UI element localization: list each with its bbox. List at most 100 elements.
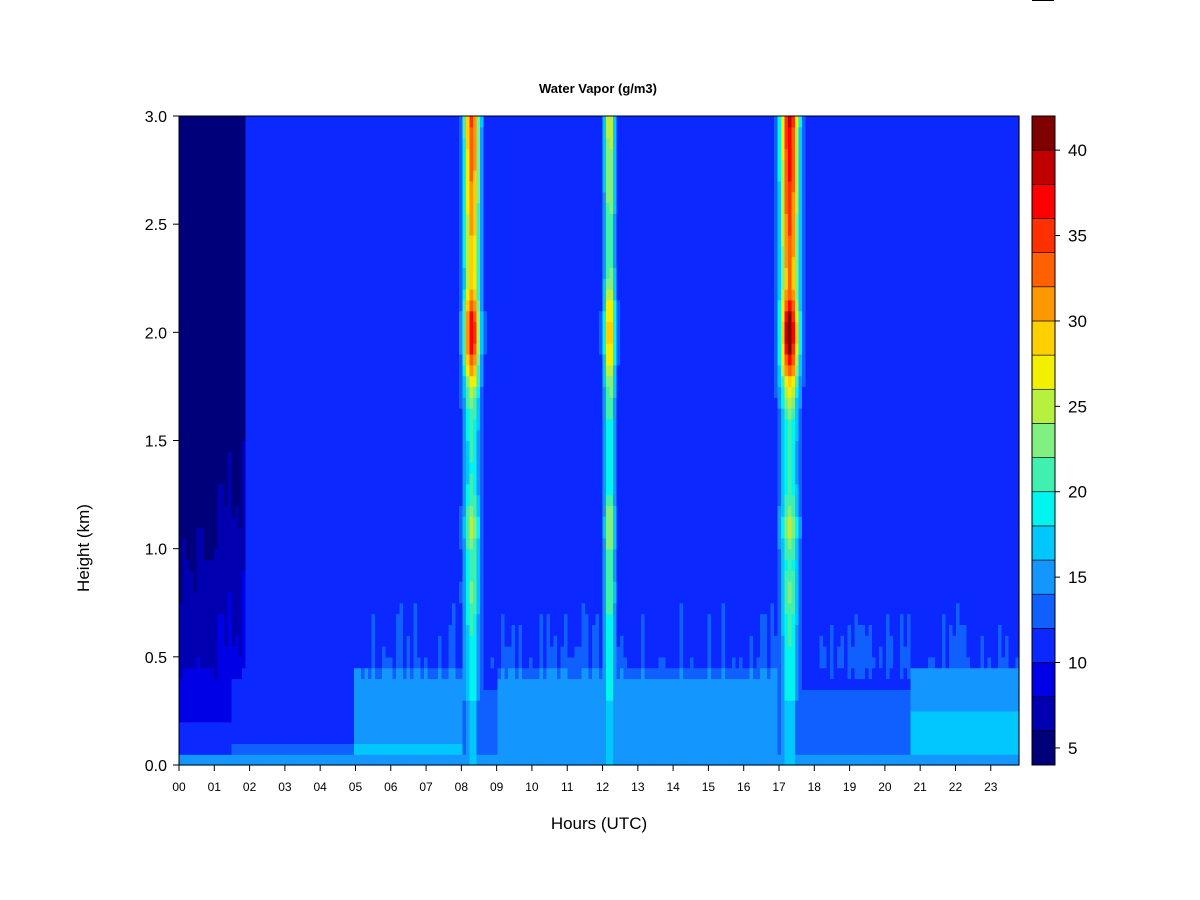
heatmap-cell bbox=[263, 743, 268, 755]
heatmap-cell bbox=[410, 743, 415, 755]
heatmap-cell bbox=[357, 602, 362, 615]
heatmap-cell bbox=[179, 494, 184, 506]
heatmap-cell bbox=[270, 624, 275, 636]
heatmap-cell bbox=[413, 689, 418, 701]
heatmap-cell bbox=[371, 126, 376, 139]
heatmap-cell bbox=[242, 245, 247, 258]
heatmap-cell bbox=[256, 202, 261, 214]
heatmap-cell bbox=[228, 224, 233, 236]
heatmap-cell bbox=[298, 732, 303, 744]
heatmap-cell bbox=[431, 429, 436, 442]
heatmap-cell bbox=[273, 710, 278, 723]
heatmap-cell bbox=[200, 191, 205, 204]
heatmap-cell bbox=[392, 234, 397, 247]
heatmap-cell bbox=[378, 624, 383, 636]
heatmap-cell bbox=[340, 278, 345, 290]
heatmap-cell bbox=[406, 689, 411, 701]
heatmap-cell bbox=[455, 721, 460, 734]
heatmap-cell bbox=[186, 440, 191, 452]
heatmap-cell bbox=[305, 299, 310, 312]
heatmap-cell bbox=[259, 224, 264, 236]
heatmap-cell bbox=[427, 570, 432, 582]
heatmap-cell bbox=[214, 170, 219, 182]
heatmap-cell bbox=[312, 472, 317, 485]
heatmap-cell bbox=[249, 170, 254, 182]
heatmap-cell bbox=[329, 624, 334, 636]
heatmap-cell bbox=[329, 700, 334, 712]
heatmap-cell bbox=[354, 267, 359, 279]
heatmap-cell bbox=[441, 656, 446, 669]
heatmap-cell bbox=[406, 732, 411, 744]
heatmap-cell bbox=[308, 710, 313, 723]
heatmap-cell bbox=[287, 710, 292, 723]
heatmap-cell bbox=[238, 635, 243, 647]
heatmap-cell bbox=[207, 332, 212, 344]
heatmap-cell bbox=[448, 559, 453, 571]
heatmap-cell bbox=[322, 310, 327, 323]
heatmap-cell bbox=[210, 537, 215, 550]
heatmap-cell bbox=[259, 386, 264, 398]
heatmap-cell bbox=[368, 245, 373, 258]
heatmap-cell bbox=[434, 126, 439, 139]
heatmap-cell bbox=[270, 375, 275, 388]
heatmap-cell bbox=[193, 159, 198, 171]
heatmap-cell bbox=[350, 213, 355, 225]
heatmap-cell bbox=[462, 386, 467, 398]
heatmap-cell bbox=[207, 180, 212, 193]
heatmap-cell bbox=[357, 581, 362, 593]
heatmap-cell bbox=[305, 353, 310, 366]
heatmap-cell bbox=[347, 570, 352, 582]
heatmap-cell bbox=[455, 159, 460, 171]
heatmap-cell bbox=[186, 570, 191, 582]
heatmap-cell bbox=[245, 559, 250, 571]
heatmap-cell bbox=[448, 278, 453, 290]
heatmap-cell bbox=[333, 278, 338, 290]
heatmap-cell bbox=[270, 700, 275, 712]
heatmap-cell bbox=[210, 710, 215, 723]
heatmap-cell bbox=[375, 159, 380, 171]
heatmap-cell bbox=[333, 732, 338, 744]
heatmap-cell bbox=[336, 321, 341, 333]
heatmap-cell bbox=[245, 397, 250, 409]
heatmap-cell bbox=[375, 559, 380, 571]
heatmap-cell bbox=[431, 180, 436, 193]
heatmap-cell bbox=[214, 278, 219, 290]
heatmap-cell bbox=[343, 440, 348, 452]
heatmap-cell bbox=[210, 202, 215, 214]
heatmap-cell bbox=[298, 332, 303, 344]
heatmap-cell bbox=[263, 613, 268, 625]
heatmap-cell bbox=[319, 689, 324, 701]
heatmap-cell bbox=[357, 191, 362, 204]
heatmap-cell bbox=[336, 581, 341, 593]
heatmap-cell bbox=[186, 548, 191, 561]
heatmap-cell bbox=[252, 754, 257, 766]
heatmap-cell bbox=[340, 202, 345, 214]
heatmap-cell bbox=[322, 353, 327, 366]
heatmap-cell bbox=[455, 170, 460, 182]
heatmap-cell bbox=[424, 191, 429, 204]
heatmap-cell bbox=[319, 646, 324, 658]
heatmap-cell bbox=[186, 299, 191, 312]
heatmap-cell bbox=[214, 408, 219, 420]
heatmap-cell bbox=[280, 440, 285, 452]
heatmap-cell bbox=[270, 159, 275, 171]
heatmap-cell bbox=[291, 732, 296, 744]
heatmap-cell bbox=[396, 646, 401, 658]
heatmap-cell bbox=[312, 646, 317, 658]
heatmap-cell bbox=[182, 710, 187, 723]
heatmap-cell bbox=[301, 429, 306, 442]
heatmap-cell bbox=[235, 635, 240, 647]
heatmap-cell bbox=[336, 667, 341, 680]
heatmap-cell bbox=[424, 494, 429, 506]
heatmap-cell bbox=[242, 602, 247, 615]
heatmap-cell bbox=[273, 591, 278, 604]
heatmap-cell bbox=[280, 170, 285, 182]
heatmap-cell bbox=[340, 397, 345, 409]
heatmap-cell bbox=[301, 559, 306, 571]
heatmap-cell bbox=[448, 343, 453, 355]
heatmap-cell bbox=[228, 397, 233, 409]
heatmap-cell bbox=[242, 505, 247, 517]
heatmap-cell bbox=[459, 170, 464, 182]
heatmap-cell bbox=[256, 548, 261, 561]
heatmap-cell bbox=[441, 429, 446, 442]
